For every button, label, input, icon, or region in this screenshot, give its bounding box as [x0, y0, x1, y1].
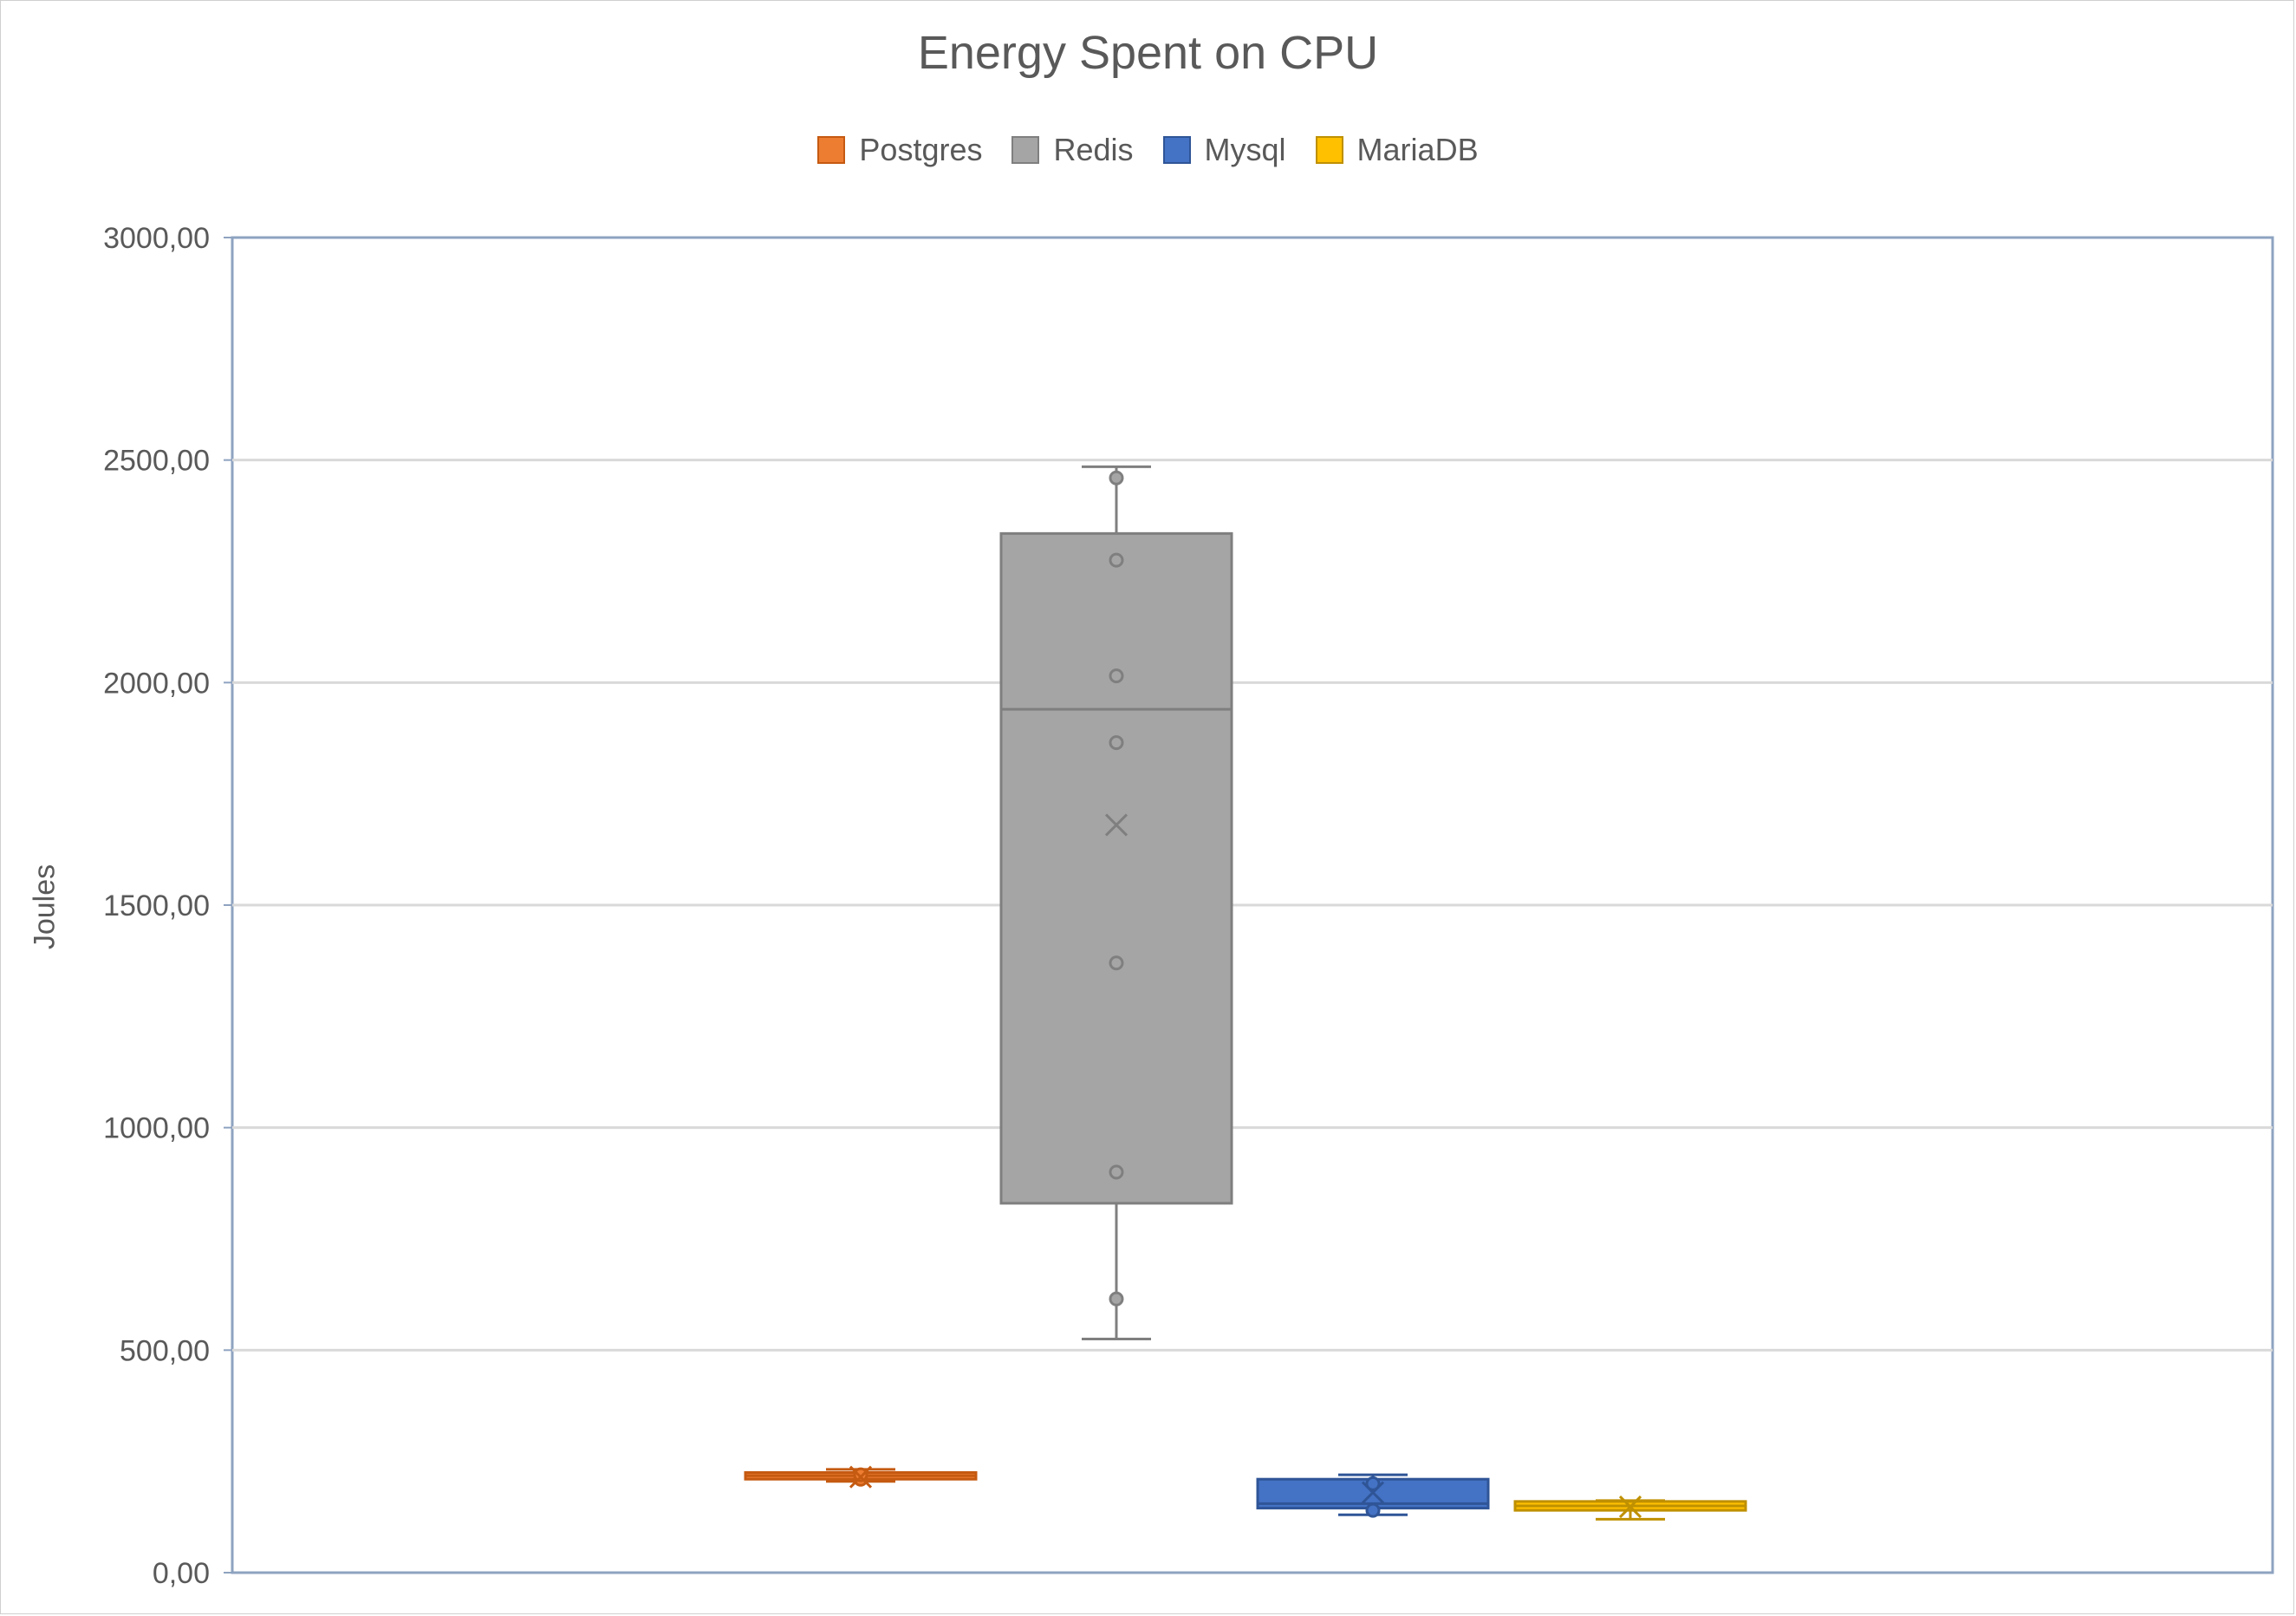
y-tick-label: 2000,00	[103, 667, 210, 700]
legend-label-postgres: Postgres	[859, 132, 983, 167]
legend-label-mysql: Mysql	[1204, 132, 1286, 167]
point-mysql	[1365, 1476, 1381, 1491]
box-redis	[999, 531, 1233, 1205]
point-redis	[1109, 668, 1124, 684]
point-redis	[1109, 955, 1124, 971]
legend-swatch-postgres	[817, 136, 846, 164]
point-redis	[1109, 1291, 1124, 1306]
y-tick-label: 1000,00	[103, 1112, 210, 1145]
y-tick-label: 1500,00	[103, 889, 210, 922]
point-redis	[1109, 1164, 1124, 1180]
mean-marker-postgres	[849, 1465, 873, 1489]
legend-swatch-mysql	[1162, 136, 1191, 164]
legend-swatch-redis	[1011, 136, 1040, 164]
point-postgres	[853, 1467, 868, 1482]
legend-item-redis[interactable]: Redis	[1011, 132, 1134, 168]
legend-item-mysql[interactable]: Mysql	[1162, 132, 1286, 168]
legend-label-mariadb: MariaDB	[1356, 132, 1479, 167]
y-tick-label: 500,00	[120, 1334, 210, 1367]
chart-title: Energy Spent on CPU	[917, 27, 1379, 79]
point-redis	[1109, 470, 1124, 485]
mean-marker-redis	[1104, 813, 1128, 837]
legend: Postgres Redis Mysql MariaDB	[0, 132, 2296, 168]
y-tick-label: 3000,00	[103, 222, 210, 255]
legend-item-postgres[interactable]: Postgres	[817, 132, 982, 168]
mean-marker-mysql	[1361, 1481, 1385, 1504]
legend-item-mariadb[interactable]: MariaDB	[1315, 132, 1479, 168]
point-redis	[1109, 552, 1124, 568]
y-tick-label: 2500,00	[103, 445, 210, 478]
point-redis	[1109, 735, 1124, 751]
point-mysql	[1365, 1502, 1381, 1518]
legend-label-redis: Redis	[1053, 132, 1134, 167]
y-tick-label: 0,00	[153, 1557, 210, 1590]
legend-swatch-mariadb	[1315, 136, 1343, 164]
mean-marker-mariadb	[1618, 1495, 1642, 1519]
